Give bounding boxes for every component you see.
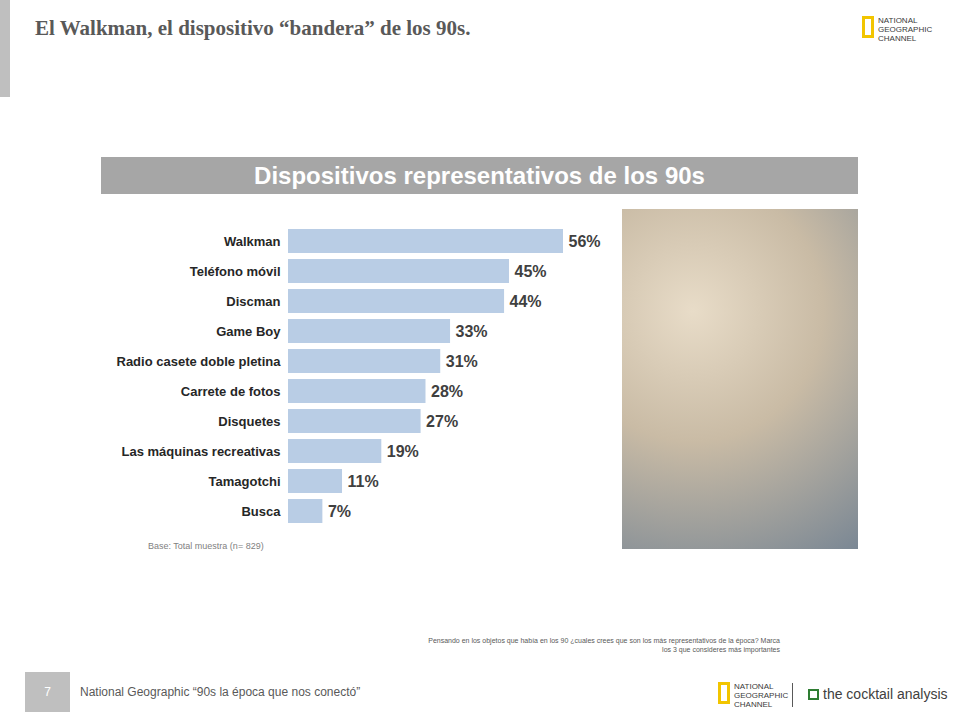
html-text:GEOGRAPHIC: GEOGRAPHIC (878, 25, 933, 34)
svg-text:Las máquinas recreativas: Las máquinas recreativas (122, 444, 281, 459)
svg-text:19%: 19% (387, 443, 419, 460)
html-text:CHANNEL: CHANNEL (878, 34, 917, 43)
html-text:El Walkman, el dispositivo “ba: El Walkman, el dispositivo “bandera” de … (35, 16, 471, 40)
svg-text:Busca: Busca (241, 504, 281, 519)
html-text:Base: Total muestra (n= 829): Base: Total muestra (n= 829) (148, 541, 264, 551)
svg-text:Disquetes: Disquetes (218, 414, 280, 429)
svg-text:28%: 28% (431, 383, 463, 400)
svg-text:11%: 11% (348, 473, 379, 490)
html-text:7: 7 (44, 685, 51, 699)
html-text:National Geographic “90s la ép: National Geographic “90s la época que no… (80, 685, 361, 699)
svg-text:Radio casete doble pletina: Radio casete doble pletina (117, 354, 282, 369)
svg-text:Teléfono móvil: Teléfono móvil (190, 264, 281, 279)
svg-text:45%: 45% (514, 263, 546, 280)
svg-text:33%: 33% (456, 323, 488, 340)
svg-text:Discman: Discman (226, 294, 280, 309)
svg-text:7%: 7% (328, 503, 351, 520)
svg-text:Tamagotchi: Tamagotchi (209, 474, 281, 489)
svg-text:31%: 31% (446, 353, 478, 370)
svg-text:Carrete de fotos: Carrete de fotos (181, 384, 281, 399)
html-text:Dispositivos representativos d: Dispositivos representativos de los 90s (254, 162, 705, 189)
svg-text:Walkman: Walkman (224, 234, 281, 249)
html-text:NATIONAL: NATIONAL (878, 16, 918, 25)
svg-text:44%: 44% (510, 293, 542, 310)
html-text:Pensando en los objetos que ha: Pensando en los objetos que había en los… (428, 637, 780, 653)
svg-text:27%: 27% (426, 413, 458, 430)
html-text:CHANNEL: CHANNEL (734, 700, 773, 709)
svg-text:Game Boy: Game Boy (216, 324, 281, 339)
svg-text:56%: 56% (569, 233, 601, 250)
html-text:the cocktail analysis: the cocktail analysis (823, 686, 948, 702)
html-text:GEOGRAPHIC: GEOGRAPHIC (734, 691, 789, 700)
html-text:NATIONAL: NATIONAL (734, 682, 774, 691)
